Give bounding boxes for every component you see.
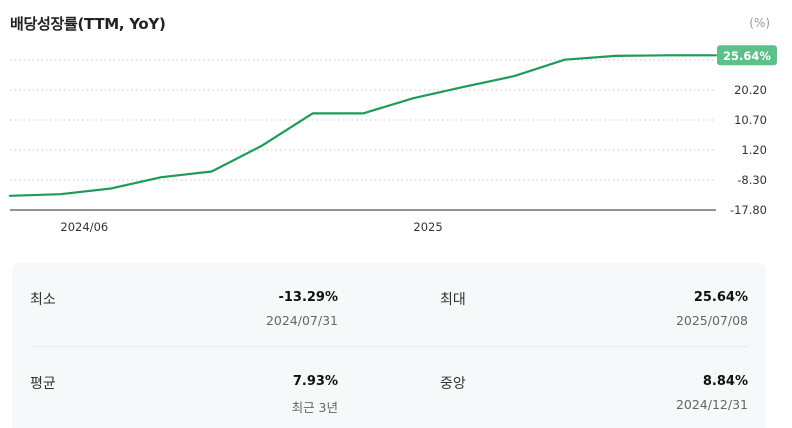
series-line — [8, 54, 718, 197]
stat-min: 최소 -13.29% 2024/07/31 — [30, 263, 338, 347]
current-value-label: 25.64% — [723, 49, 771, 63]
stat-min-date: 2024/07/31 — [265, 313, 338, 328]
data-point — [260, 144, 264, 148]
unit-label: (%) — [749, 16, 770, 30]
stat-avg-period: 최근 3년 — [291, 400, 338, 415]
stat-max-value: 25.64% — [693, 290, 748, 305]
stat-max-date: 2025/07/08 — [675, 313, 748, 328]
stat-max: 최대 25.64% 2025/07/08 — [440, 263, 748, 347]
y-tick-label: 10.70 — [734, 113, 767, 127]
y-tick-label: 1.20 — [741, 143, 767, 157]
stat-median-value: 8.84% — [702, 374, 748, 389]
stat-avg-label: 평균 — [30, 376, 56, 392]
data-point — [159, 175, 163, 179]
data-point — [512, 74, 516, 78]
data-point — [109, 187, 113, 191]
stat-median-date: 2024/12/31 — [675, 397, 748, 412]
data-point — [613, 54, 617, 58]
stat-avg-value: 7.93% — [292, 374, 338, 389]
data-point — [311, 111, 315, 115]
data-point — [563, 58, 567, 62]
x-tick-label: 2025 — [413, 220, 442, 234]
current-value-badge — [717, 45, 777, 66]
data-point — [664, 53, 668, 57]
stat-median: 중앙 8.84% 2024/12/31 — [440, 347, 748, 428]
stat-avg: 평균 7.93% 최근 3년 — [30, 347, 338, 428]
chart-title: 배당성장률(TTM, YoY) — [10, 15, 166, 33]
stats-row: 평균 7.93% 최근 3년 중앙 8.84% 2024/12/31 — [30, 347, 748, 428]
data-point — [58, 192, 62, 196]
data-point — [462, 85, 466, 89]
stats-row: 최소 -13.29% 2024/07/31 최대 25.64% 2025/07/… — [30, 263, 748, 347]
stats-panel: 최소 -13.29% 2024/07/31 최대 25.64% 2025/07/… — [12, 263, 766, 428]
data-point — [210, 169, 214, 173]
x-tick-label: 2024/06 — [60, 220, 108, 234]
stat-min-value: -13.29% — [278, 290, 338, 305]
stat-median-label: 중앙 — [440, 376, 466, 392]
dividend-growth-chart: 20.20 10.70 1.20 -8.30 -17.80 2024/06 2025 25.6… — [8, 45, 777, 234]
y-tick-label: -8.30 — [737, 173, 767, 187]
y-tick-label: -17.80 — [730, 203, 767, 217]
data-point — [411, 96, 415, 100]
data-point — [361, 111, 365, 115]
stat-min-label: 최소 — [30, 292, 56, 308]
stat-max-label: 최대 — [440, 292, 466, 308]
y-tick-label: 20.20 — [734, 83, 767, 97]
data-point — [8, 194, 12, 198]
